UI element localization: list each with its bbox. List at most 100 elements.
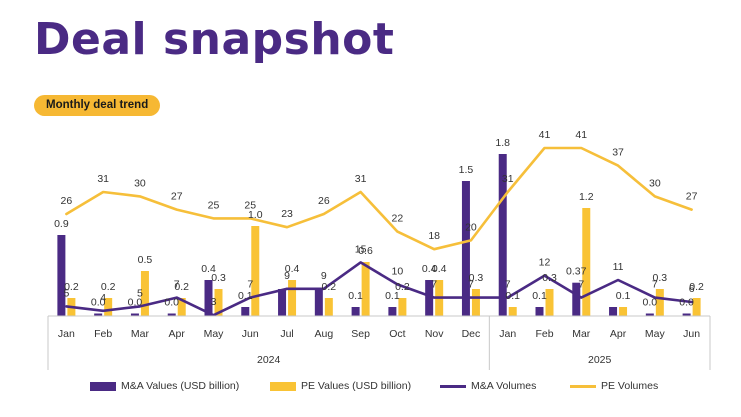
x-tick-label: Nov bbox=[425, 328, 444, 340]
data-label-pe-value: 0.4 bbox=[285, 263, 300, 275]
data-label-ma-volume: 5 bbox=[137, 287, 143, 299]
bar-ma-value bbox=[314, 289, 323, 316]
data-label-pe-volume: 22 bbox=[392, 213, 404, 225]
data-label-pe-volume: 25 bbox=[208, 199, 220, 211]
data-label-ma-volume: 7 bbox=[652, 279, 658, 291]
data-label-pe-value: 0.3 bbox=[211, 272, 226, 284]
data-label-ma-value: 0.1 bbox=[532, 290, 547, 302]
bar-ma-value bbox=[461, 181, 470, 316]
bar-pe-value bbox=[545, 289, 554, 316]
data-label-ma-value: 0.0 bbox=[643, 297, 658, 309]
bar-ma-value bbox=[388, 307, 397, 316]
section-pill: Monthly deal trend bbox=[34, 95, 161, 116]
bar-pe-value bbox=[104, 298, 113, 316]
x-tick-label: Sep bbox=[351, 328, 370, 340]
data-label-ma-volume: 12 bbox=[539, 257, 551, 269]
data-label-pe-value: 0.2 bbox=[101, 281, 116, 293]
data-label-pe-volume: 27 bbox=[686, 191, 698, 203]
x-tick-label: Jan bbox=[499, 328, 516, 340]
bar-ma-value bbox=[535, 307, 544, 316]
data-label-pe-value: 0.3 bbox=[653, 272, 668, 284]
x-tick-label: Apr bbox=[169, 328, 186, 340]
bar-pe-value bbox=[582, 208, 591, 316]
legend-swatch-pe-volumes bbox=[570, 384, 596, 388]
legend-item-pe-values: PE Values (USD billion) bbox=[270, 380, 411, 392]
bar-pe-value bbox=[508, 307, 517, 316]
data-label-pe-volume: 37 bbox=[612, 147, 624, 159]
bar-pe-value bbox=[692, 298, 701, 316]
legend-swatch-pe-values bbox=[270, 381, 296, 391]
x-tick-label: Jul bbox=[280, 328, 293, 340]
data-label-ma-volume: 7 bbox=[578, 279, 584, 291]
bar-ma-value bbox=[498, 154, 507, 316]
data-label-ma-value: 0.0 bbox=[164, 297, 179, 309]
data-label-ma-value: 1.5 bbox=[459, 164, 474, 176]
data-label-pe-value: 0.3 bbox=[469, 272, 484, 284]
data-label-pe-value: 0.2 bbox=[689, 281, 704, 293]
bar-pe-value bbox=[251, 226, 260, 316]
x-tick-label: May bbox=[204, 328, 225, 340]
legend-item-ma-values: M&A Values (USD billion) bbox=[90, 380, 239, 392]
data-label-ma-volume: 7 bbox=[505, 279, 511, 291]
legend-label-ma-volumes: M&A Volumes bbox=[471, 380, 537, 392]
data-label-pe-value: 0.1 bbox=[505, 290, 520, 302]
bar-pe-value bbox=[398, 298, 407, 316]
data-label-ma-volume: 6 bbox=[689, 283, 695, 295]
x-tick-label: Dec bbox=[462, 328, 481, 340]
data-label-ma-value: 1.8 bbox=[495, 137, 510, 149]
bar-pe-value bbox=[288, 280, 297, 316]
data-label-pe-value: 1.0 bbox=[248, 209, 263, 221]
data-label-ma-volume: 5 bbox=[63, 287, 69, 299]
data-label-pe-volume: 31 bbox=[97, 173, 109, 185]
bar-pe-value bbox=[361, 262, 370, 316]
data-label-pe-value: 0.2 bbox=[174, 281, 189, 293]
bar-ma-value bbox=[94, 313, 103, 316]
data-label-ma-value: 0.1 bbox=[238, 290, 253, 302]
data-label-ma-volume: 10 bbox=[392, 265, 404, 277]
x-tick-label: Jun bbox=[242, 328, 259, 340]
page-title: Deal snapshot bbox=[34, 14, 395, 65]
data-label-ma-volume: 7 bbox=[468, 279, 474, 291]
legend-item-ma-volumes: M&A Volumes bbox=[440, 380, 536, 392]
x-tick-label: May bbox=[645, 328, 666, 340]
data-label-ma-volume: 9 bbox=[284, 270, 290, 282]
data-label-ma-value: 0.4 bbox=[201, 263, 216, 275]
bar-ma-value bbox=[130, 313, 139, 316]
line-ma-volumes bbox=[65, 261, 693, 317]
x-tick-label: Mar bbox=[572, 328, 591, 340]
data-label-ma-value: 0.9 bbox=[54, 218, 69, 230]
bar-pe-value bbox=[214, 289, 223, 316]
data-label-pe-volume: 26 bbox=[61, 195, 73, 207]
data-label-ma-volume: 4 bbox=[100, 292, 106, 304]
data-label-ma-value: 0.0 bbox=[679, 297, 694, 309]
legend-label-pe-volumes: PE Volumes bbox=[601, 380, 659, 392]
bar-ma-value bbox=[204, 280, 213, 316]
bar-ma-value bbox=[645, 313, 654, 316]
line-pe-volumes bbox=[65, 146, 693, 251]
bar-ma-value bbox=[241, 307, 250, 316]
data-label-pe-value: 0.2 bbox=[395, 281, 410, 293]
x-tick-label: Oct bbox=[389, 328, 405, 340]
data-label-pe-volume: 41 bbox=[539, 129, 551, 141]
data-label-pe-volume: 27 bbox=[171, 191, 183, 203]
data-label-pe-value: 0.3 bbox=[542, 272, 557, 284]
data-label-ma-volume: 7 bbox=[247, 279, 253, 291]
data-label-ma-volume: 3 bbox=[211, 296, 217, 308]
data-label-ma-volume: 15 bbox=[355, 243, 367, 255]
data-label-ma-volume: 11 bbox=[613, 261, 624, 273]
data-label-pe-volume: 25 bbox=[244, 199, 256, 211]
legend-swatch-ma-volumes bbox=[440, 384, 466, 388]
group-label: 2025 bbox=[588, 354, 612, 366]
data-label-pe-value: 0.1 bbox=[616, 290, 631, 302]
bar-ma-value bbox=[351, 307, 360, 316]
data-label-ma-volume: 7 bbox=[174, 279, 180, 291]
data-label-ma-value: 0.4 bbox=[422, 263, 437, 275]
data-label-ma-value: 0.0 bbox=[91, 297, 106, 309]
data-label-pe-value: 0.5 bbox=[138, 254, 153, 266]
data-label-ma-volume: 9 bbox=[321, 270, 327, 282]
bar-pe-value bbox=[140, 271, 149, 316]
x-tick-label: Feb bbox=[94, 328, 112, 340]
legend-label-ma-values: M&A Values (USD billion) bbox=[121, 380, 240, 392]
data-label-pe-value: 0.6 bbox=[358, 245, 373, 257]
